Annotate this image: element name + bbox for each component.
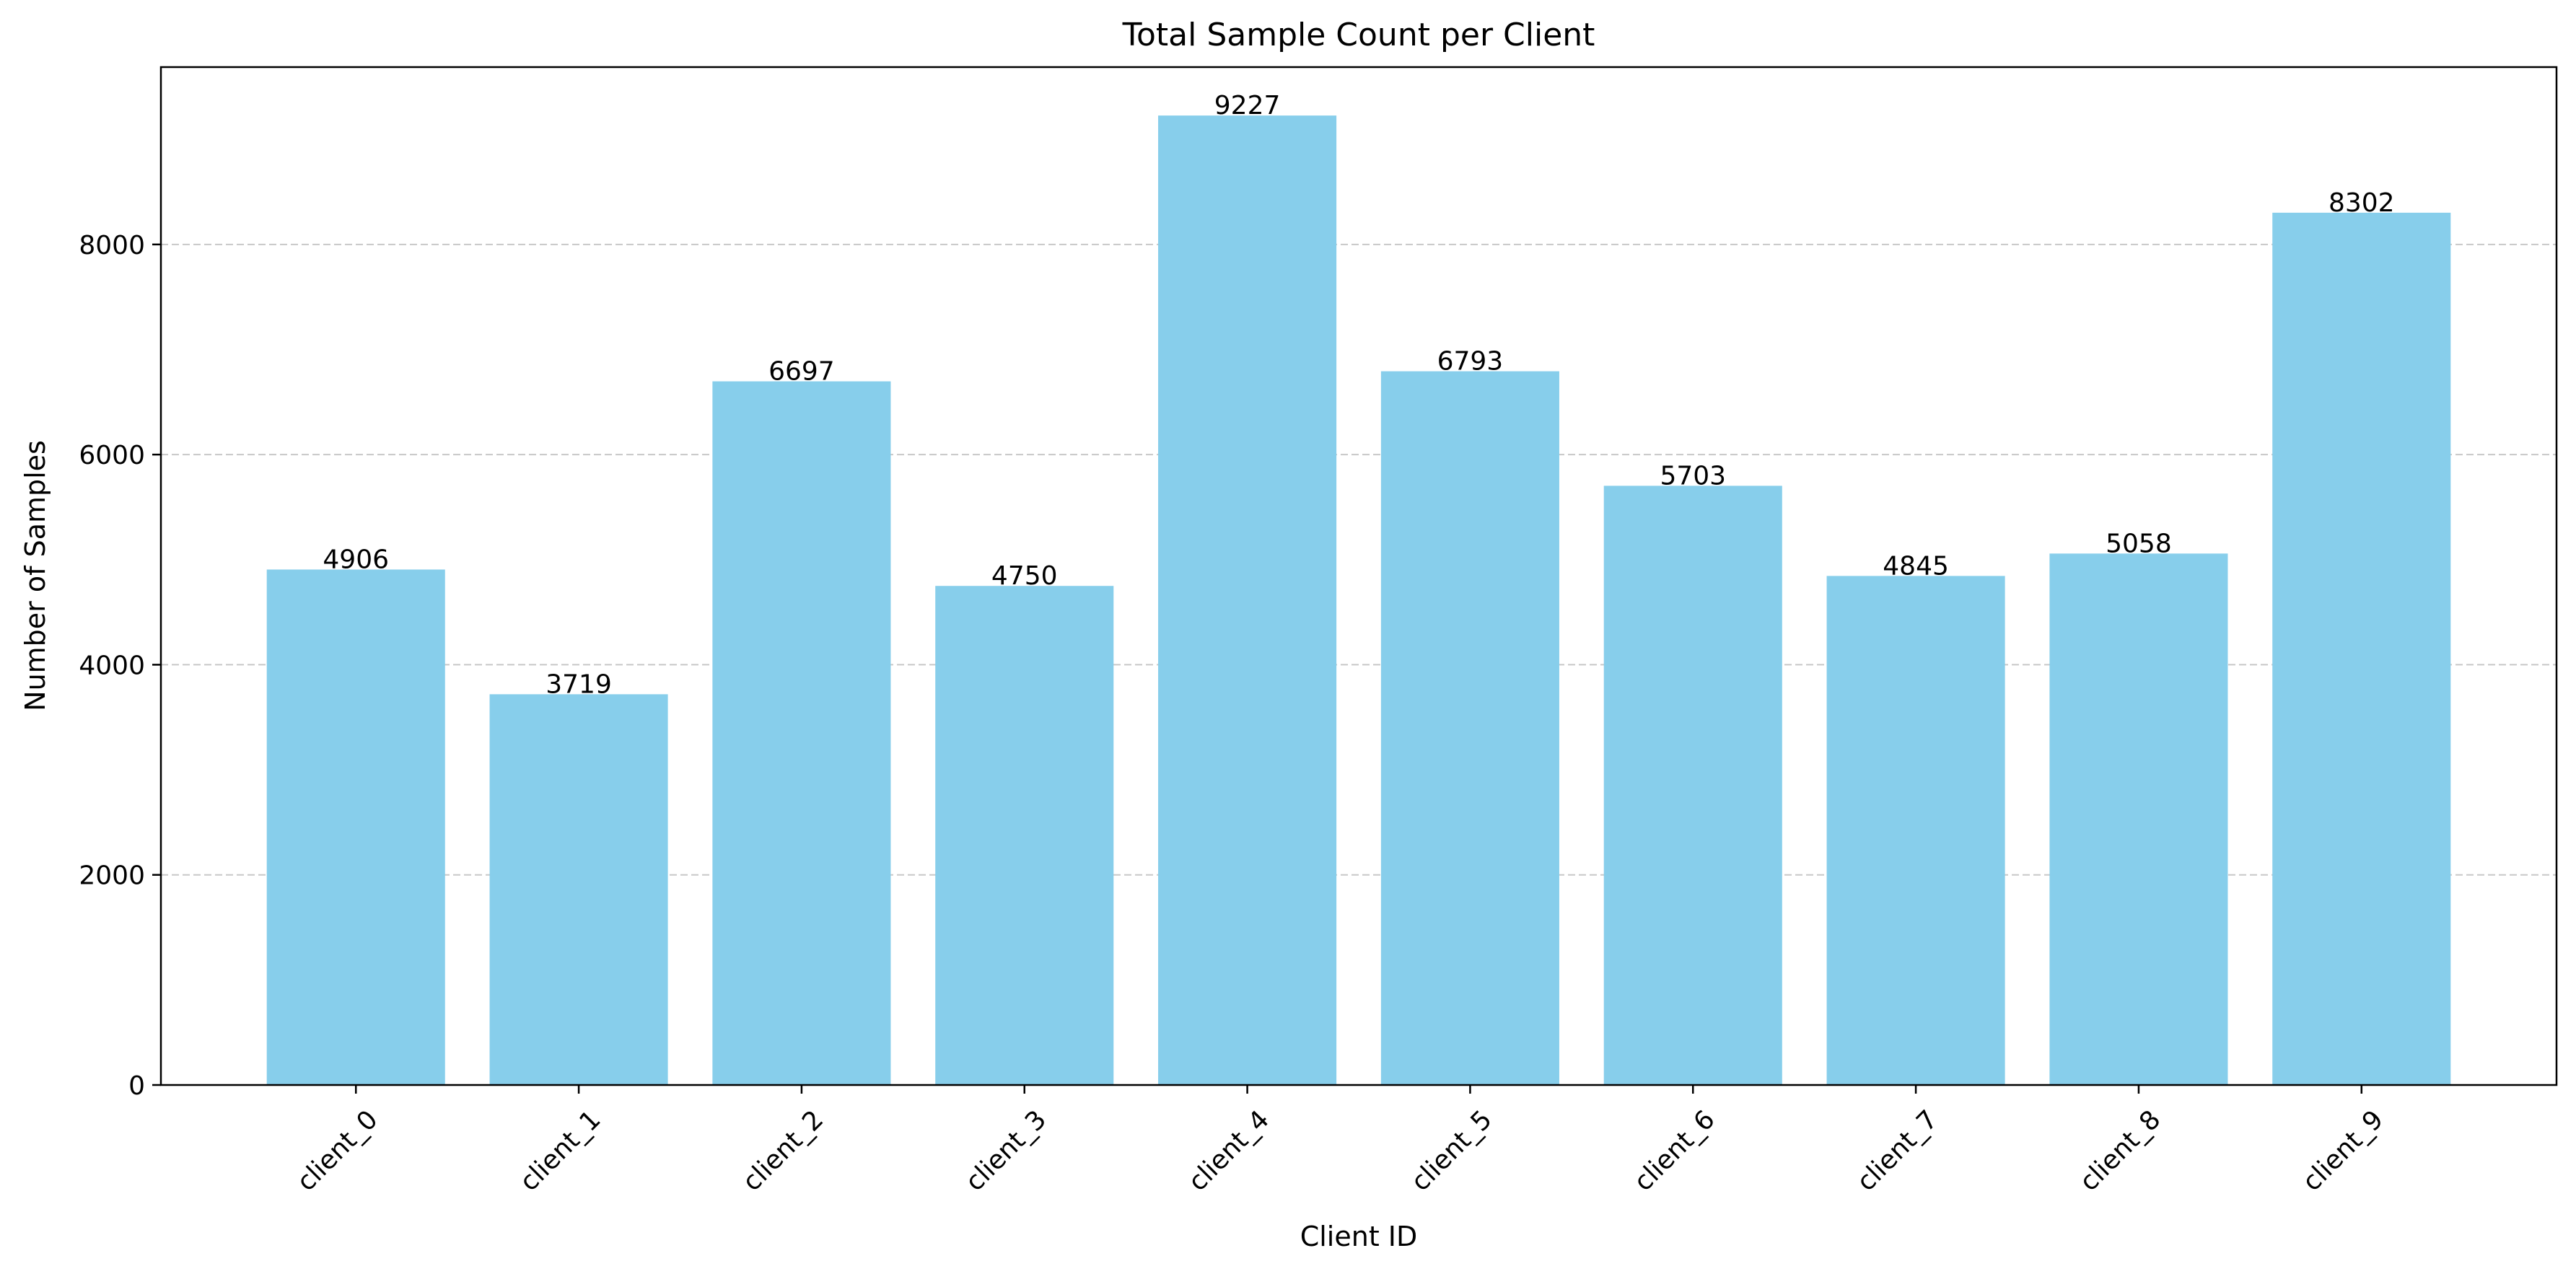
data-label: 6697 (768, 357, 835, 387)
x-tick-label: client_0 (292, 1104, 384, 1197)
bar-client_3 (935, 586, 1114, 1085)
y-axis: 0 2000 4000 6000 8000 (79, 231, 161, 1101)
data-label: 6793 (1437, 347, 1504, 377)
chart-title: Total Sample Count per Client (1122, 17, 1595, 53)
data-label: 4750 (991, 561, 1058, 591)
y-tick-label: 6000 (79, 441, 145, 470)
bar-client_0 (266, 569, 445, 1085)
data-labels: 4906 3719 6697 4750 9227 6793 5703 4845 5058 8302 (323, 91, 2394, 699)
data-label: 9227 (1214, 91, 1281, 120)
plot-frame (159, 66, 2558, 1086)
x-tick-label: client_5 (1406, 1104, 1498, 1197)
data-label: 3719 (546, 669, 612, 699)
data-label: 4906 (323, 545, 389, 574)
y-tick-label: 8000 (79, 231, 145, 260)
bar-client_8 (2049, 553, 2228, 1085)
bar-client_9 (2272, 212, 2451, 1085)
y-tick-label: 4000 (79, 651, 145, 680)
x-axis-label: Client ID (1300, 1221, 1418, 1252)
x-tick-label: client_2 (737, 1104, 830, 1197)
y-tick-label: 0 (128, 1071, 145, 1101)
bars (266, 115, 2451, 1085)
x-tick-label: client_6 (1629, 1104, 1721, 1197)
bar-client_4 (1158, 115, 1337, 1085)
y-tick-label: 2000 (79, 861, 145, 891)
x-tick-label: client_7 (1852, 1104, 1944, 1197)
x-tick-label: client_8 (2075, 1104, 2167, 1197)
x-axis: client_0 client_1 client_2 client_3 client_4… (292, 1085, 2389, 1197)
data-label: 5703 (1660, 461, 1726, 491)
x-tick-label: client_9 (2297, 1104, 2389, 1197)
y-axis-label: Number of Samples (19, 440, 51, 711)
bar-client_5 (1380, 371, 1559, 1085)
x-tick-label: client_4 (1183, 1104, 1275, 1197)
bar-client_6 (1603, 486, 1782, 1085)
bar-client_2 (712, 381, 891, 1085)
data-label: 8302 (2329, 188, 2395, 218)
x-tick-label: client_1 (514, 1104, 607, 1197)
bar-client_1 (489, 694, 668, 1085)
bar-client_7 (1826, 576, 2005, 1085)
data-label: 4845 (1883, 551, 1949, 581)
x-tick-label: client_3 (960, 1104, 1052, 1197)
data-label: 5058 (2106, 529, 2172, 558)
